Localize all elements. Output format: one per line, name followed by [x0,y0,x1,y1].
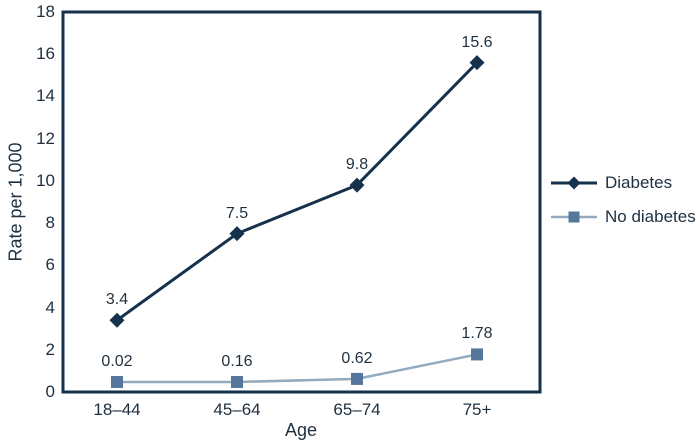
legend-square-marker [568,211,580,223]
data-label: 3.4 [105,291,129,309]
y-tick-label: 0 [45,382,55,401]
y-tick-label: 8 [45,213,55,233]
square-marker [231,376,243,388]
square-marker [351,372,363,385]
legend-diamond-marker [567,176,581,190]
square-marker [111,376,123,388]
plot-border [61,10,542,394]
legend-label: No diabetes [605,207,696,226]
x-tick-label: 18–44 [93,400,141,419]
legend-swatch-diamond [551,176,597,190]
y-tick-label: 12 [36,128,55,148]
y-tick-label: 10 [36,170,55,190]
y-tick-label: 16 [36,44,55,64]
legend-item-diabetes: Diabetes [551,171,696,195]
x-axis-title: Age [284,420,318,440]
data-label: 0.62 [341,349,373,367]
y-tick-label: 2 [45,339,55,359]
y-tick-label: 6 [45,255,55,275]
series-line-no-diabetes [117,353,478,384]
diamond-marker [469,55,485,71]
x-tick-label: 65–74 [333,400,381,419]
data-label: 7.5 [225,204,249,222]
x-tick-label: 45–64 [213,400,261,419]
data-label: 9.8 [345,156,369,174]
square-marker [471,348,483,361]
y-tick-label: 18 [36,2,55,21]
data-label: 15.6 [461,33,493,51]
data-label: 0.02 [101,353,133,370]
legend-swatch-square [551,211,597,223]
data-label: 0.16 [221,353,253,370]
diamond-marker [229,226,245,242]
y-axis-title: Rate per 1,000 [5,142,26,262]
chart-legend: Diabetes No diabetes [551,171,696,239]
y-tick-label: 4 [45,297,55,317]
series-line-diabetes [116,61,479,322]
y-tick-label: 14 [36,86,55,106]
x-tick-label: 75+ [462,400,492,419]
legend-label: Diabetes [605,173,673,192]
diamond-marker [349,177,365,193]
legend-item-no-diabetes: No diabetes [551,205,696,229]
data-label: 1.78 [461,325,493,343]
